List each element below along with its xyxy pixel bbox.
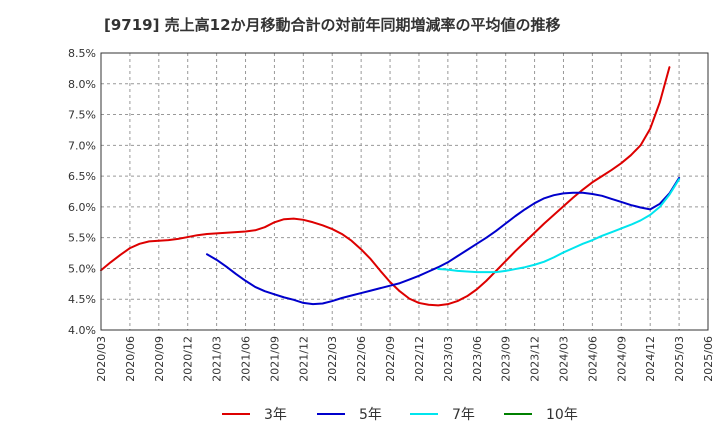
y-tick-label: 7.0% (68, 139, 96, 152)
x-tick-label: 2021/12 (297, 336, 310, 382)
y-tick-label: 4.5% (68, 293, 96, 306)
x-tick-label: 2021/06 (240, 336, 253, 382)
x-tick-label: 2023/06 (471, 336, 484, 382)
y-tick-label: 7.5% (68, 109, 96, 122)
x-tick-label: 2024/03 (557, 336, 570, 382)
x-tick-label: 2020/06 (124, 336, 137, 382)
legend: 3年 5年 7年 10年 (222, 407, 578, 423)
y-axis-ticks: 8.5% 8.0% 7.5% 7.0% 6.5% 6.0% 5.5% 5.0% 4.5% 4.0% (68, 47, 96, 337)
x-tick-label: 2020/12 (182, 336, 195, 382)
legend-label-3: 10年 (546, 407, 578, 423)
plot-frame (100, 52, 709, 331)
x-tick-label: 2024/12 (644, 336, 657, 382)
x-tick-label: 2025/06 (702, 336, 715, 382)
x-tick-label: 2024/06 (586, 336, 599, 382)
chart-title: [9719] 売上高12か月移動合計の対前年同期増減率の平均値の推移 (104, 16, 561, 34)
y-tick-label: 4.0% (68, 324, 96, 337)
legend-label-2: 7年 (452, 407, 475, 423)
x-tick-label: 2023/12 (529, 336, 542, 382)
x-tick-label: 2021/09 (268, 336, 281, 382)
series-lines (100, 66, 681, 307)
x-tick-label: 2024/09 (615, 336, 628, 382)
x-tick-label: 2021/03 (211, 336, 224, 382)
x-tick-label: 2025/03 (673, 336, 686, 382)
legend-label-1: 5年 (359, 407, 382, 423)
x-axis-ticks: 2020/03 2020/06 2020/09 2020/12 2021/03 2021/… (95, 336, 715, 382)
y-tick-label: 6.5% (68, 170, 96, 183)
series-line-1 (205, 176, 681, 306)
series-line-2 (437, 178, 681, 274)
grid (100, 52, 709, 331)
x-tick-label: 2022/09 (384, 336, 397, 382)
y-tick-label: 8.5% (68, 47, 96, 60)
x-tick-label: 2023/09 (500, 336, 513, 382)
x-tick-label: 2020/03 (95, 336, 108, 382)
legend-label-0: 3年 (264, 407, 287, 423)
y-tick-label: 8.0% (68, 78, 96, 91)
x-tick-label: 2022/06 (355, 336, 368, 382)
y-tick-label: 5.5% (68, 232, 96, 245)
y-tick-label: 6.0% (68, 201, 96, 214)
x-tick-label: 2022/03 (326, 336, 339, 382)
series-line-0 (100, 66, 671, 307)
y-tick-label: 5.0% (68, 262, 96, 275)
x-tick-label: 2022/12 (413, 336, 426, 382)
x-tick-label: 2023/03 (442, 336, 455, 382)
x-tick-label: 2020/09 (153, 336, 166, 382)
